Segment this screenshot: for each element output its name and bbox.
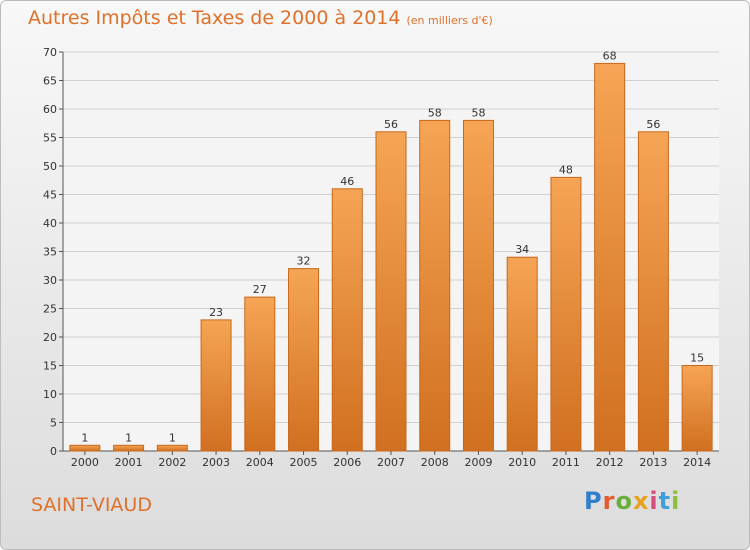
- x-tick-label: 2011: [552, 456, 580, 469]
- y-tick-label: 45: [43, 189, 57, 202]
- bar: [69, 444, 101, 452]
- y-tick-label: 20: [43, 331, 57, 344]
- bar-value-label: 1: [169, 431, 176, 444]
- y-tick-label: 70: [43, 46, 57, 59]
- bar-value-label: 34: [515, 243, 529, 256]
- bar-value-label: 27: [253, 283, 267, 296]
- y-tick-label: 40: [43, 217, 57, 230]
- bar-value-label: 32: [297, 255, 311, 268]
- place-name: SAINT-VIAUD: [31, 494, 152, 516]
- bar: [288, 268, 320, 452]
- x-tick-label: 2009: [464, 456, 492, 469]
- bar: [419, 119, 451, 452]
- x-tick-label: 2003: [202, 456, 230, 469]
- bar-value-label: 15: [690, 352, 704, 365]
- y-tick-label: 0: [50, 445, 57, 458]
- y-tick-label: 15: [43, 360, 57, 373]
- bar: [200, 319, 232, 452]
- chart-title: Autres Impôts et Taxes de 2000 à 2014 (en…: [28, 7, 493, 29]
- bar: [550, 176, 582, 452]
- x-tick-label: 2012: [596, 456, 624, 469]
- x-tick-label: 2002: [158, 456, 186, 469]
- x-tick-label: 2008: [421, 456, 449, 469]
- y-tick-label: 60: [43, 103, 57, 116]
- bar: [462, 119, 494, 452]
- bar: [244, 296, 276, 452]
- y-tick-label: 10: [43, 388, 57, 401]
- x-tick-label: 2007: [377, 456, 405, 469]
- y-tick-label: 25: [43, 303, 57, 316]
- x-tick-label: 2001: [115, 456, 143, 469]
- x-tick-label: 2006: [333, 456, 361, 469]
- y-tick-label: 50: [43, 160, 57, 173]
- bar-value-label: 23: [209, 306, 223, 319]
- bar-value-label: 58: [428, 106, 442, 119]
- bar-value-label: 56: [646, 118, 660, 131]
- bar-value-label: 56: [384, 118, 398, 131]
- proxiti-logo: Proxiti: [584, 487, 681, 515]
- bar: [331, 188, 363, 452]
- x-tick-label: 2004: [246, 456, 274, 469]
- x-tick-label: 2000: [71, 456, 99, 469]
- y-tick-label: 5: [50, 417, 57, 430]
- bar: [156, 444, 188, 452]
- bar: [506, 256, 538, 452]
- x-tick-label: 2005: [290, 456, 318, 469]
- chart-title-text: Autres Impôts et Taxes de 2000 à 2014: [28, 7, 401, 29]
- bar-value-label: 48: [559, 163, 573, 176]
- y-tick-label: 65: [43, 75, 57, 88]
- bar: [113, 444, 145, 452]
- chart-unit-note: (en milliers d'€): [406, 14, 493, 27]
- y-tick-label: 35: [43, 246, 57, 259]
- x-tick-label: 2013: [639, 456, 667, 469]
- bar: [375, 131, 407, 452]
- y-tick-label: 30: [43, 274, 57, 287]
- x-tick-label: 2010: [508, 456, 536, 469]
- bar-value-label: 1: [125, 431, 132, 444]
- bar-value-label: 46: [340, 175, 354, 188]
- bar: [681, 365, 713, 452]
- x-tick-label: 2014: [683, 456, 711, 469]
- bar: [637, 131, 669, 452]
- bar: [594, 62, 626, 452]
- bar-value-label: 58: [471, 106, 485, 119]
- bar-value-label: 68: [603, 49, 617, 62]
- bar-value-label: 1: [81, 431, 88, 444]
- y-tick-label: 55: [43, 132, 57, 145]
